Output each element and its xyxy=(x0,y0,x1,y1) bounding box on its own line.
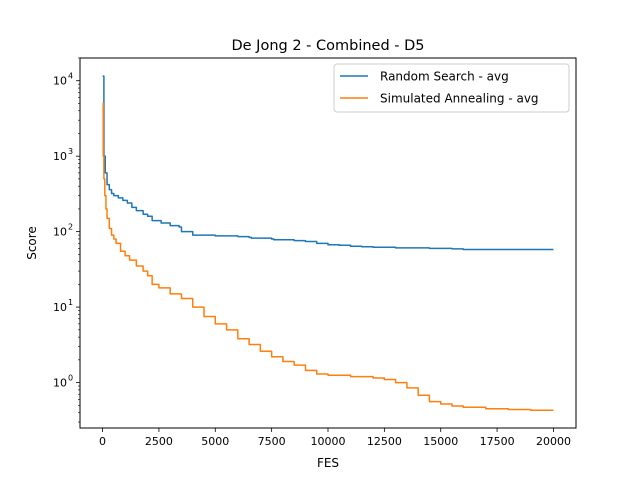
legend-label-random-search: Random Search - avg xyxy=(380,70,509,84)
x-axis: 0 2500 5000 7500 10000 12500 15000 17500 20000 xyxy=(99,428,571,448)
x-tick-label: 15000 xyxy=(423,435,458,448)
y-tick-label: 10 xyxy=(53,75,67,88)
legend-frame xyxy=(333,63,570,113)
x-tick-label: 0 xyxy=(99,435,106,448)
chart-title: De Jong 2 - Combined - D5 xyxy=(231,38,424,54)
y-tick-exponent: 1 xyxy=(68,298,73,307)
y-tick-label: 10 xyxy=(53,377,67,390)
x-tick-label: 10000 xyxy=(311,435,346,448)
plot-frame xyxy=(79,57,577,429)
y-axis-label: Score xyxy=(25,226,39,260)
x-tick-label: 20000 xyxy=(536,435,571,448)
y-tick-exponent: 3 xyxy=(68,147,73,156)
y-tick-label: 10 xyxy=(53,150,67,163)
y-tick-exponent: 0 xyxy=(68,374,73,383)
legend-label-simulated-annealing: Simulated Annealing - avg xyxy=(380,92,539,106)
x-tick-label: 5000 xyxy=(201,435,229,448)
series-layer xyxy=(102,75,554,411)
x-tick-label: 17500 xyxy=(480,435,515,448)
y-tick-exponent: 2 xyxy=(68,223,73,232)
series-line-simulated-annealing-avg xyxy=(102,102,554,411)
x-tick-label: 7500 xyxy=(258,435,286,448)
y-tick-label: 10 xyxy=(53,226,67,239)
series-line-random-search-avg xyxy=(102,75,554,251)
y-tick-exponent: 4 xyxy=(68,72,73,81)
x-tick-label: 2500 xyxy=(145,435,173,448)
x-axis-label: FES xyxy=(317,456,339,470)
legend: Random Search - avg Simulated Annealing … xyxy=(333,63,570,113)
y-tick-label: 10 xyxy=(53,301,67,314)
x-tick-label: 12500 xyxy=(367,435,402,448)
